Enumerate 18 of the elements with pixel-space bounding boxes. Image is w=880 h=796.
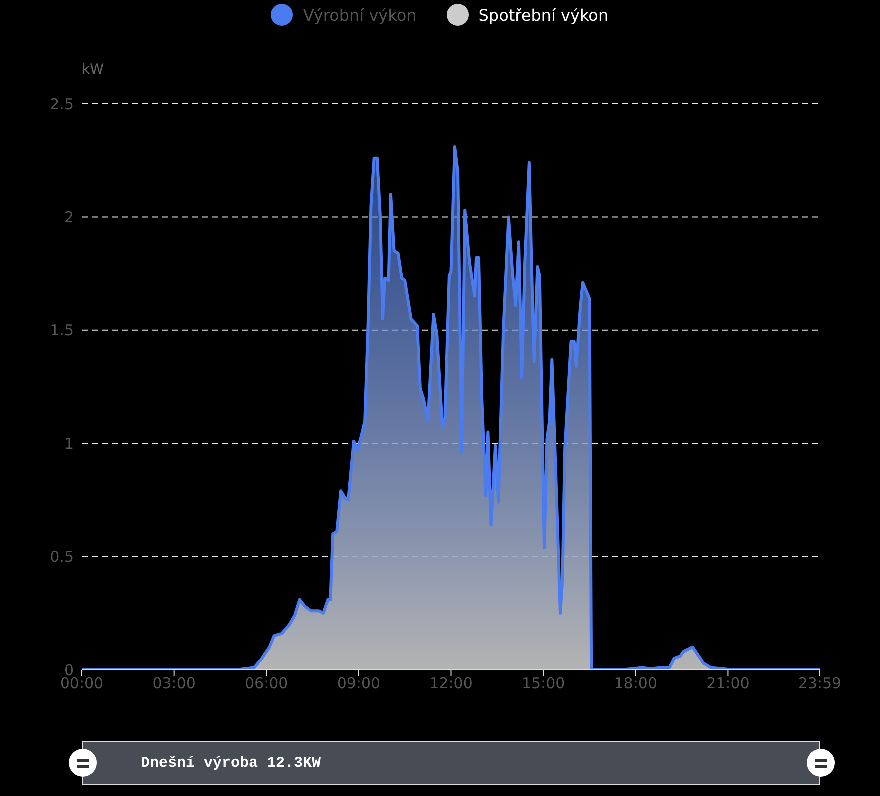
x-tick-label: 21:00 bbox=[706, 674, 750, 693]
x-tick-label: 03:00 bbox=[152, 674, 196, 693]
x-tick-label: 12:00 bbox=[430, 674, 473, 693]
y-tick-label: 2 bbox=[64, 208, 74, 227]
x-tick-label: 00:00 bbox=[60, 674, 104, 693]
legend-label: Výrobní výkon bbox=[303, 6, 417, 24]
x-tick-label: 23:59 bbox=[798, 674, 842, 693]
y-tick-label: 0.5 bbox=[50, 548, 74, 566]
y-tick-label: 1 bbox=[64, 434, 74, 453]
legend-label: Spotřební výkon bbox=[478, 6, 609, 24]
range-slider: Dnešní výroba 12.3KW bbox=[68, 740, 834, 788]
x-tick-label: 09:00 bbox=[337, 674, 381, 693]
x-tick-label: 06:00 bbox=[245, 674, 288, 693]
y-tick-label: 2.5 bbox=[50, 95, 74, 114]
x-tick-label: 18:00 bbox=[614, 674, 658, 693]
x-tick-label: 15:00 bbox=[522, 674, 566, 693]
y-tick-label: 1.5 bbox=[50, 322, 74, 340]
y-axis-title: kW bbox=[82, 62, 104, 78]
